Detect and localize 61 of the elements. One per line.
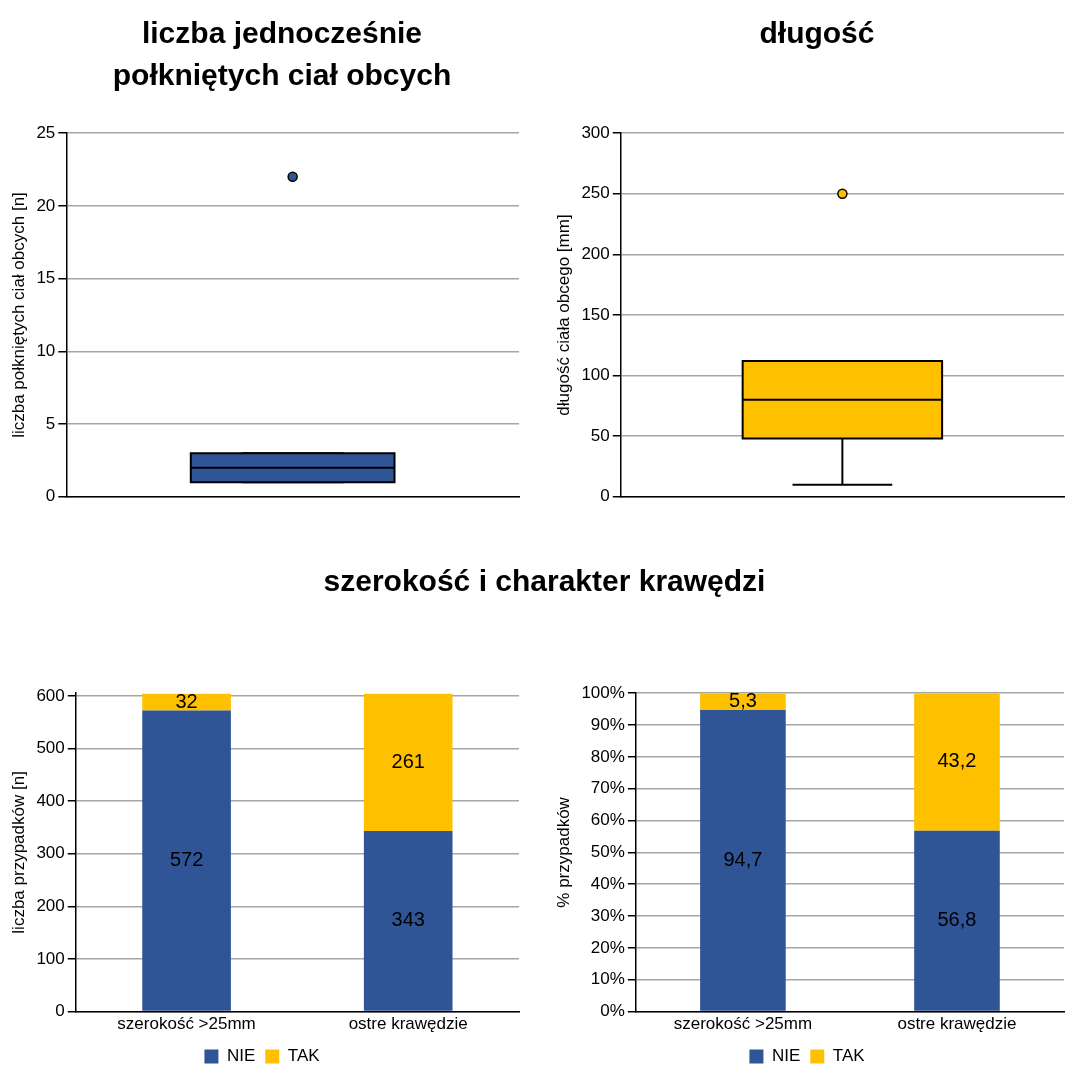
bar <box>142 710 231 1011</box>
bar <box>142 693 231 711</box>
x-tick-label: ostre krawędzie <box>897 1014 1017 1034</box>
bar <box>363 693 453 832</box>
y-tick-label: 40% <box>590 873 625 893</box>
y-tick-label: 15 <box>36 268 56 288</box>
bar <box>914 693 1000 831</box>
y-tick-label: 100 <box>36 948 65 968</box>
x-tick-label: szerokość >25mm <box>673 1014 813 1034</box>
y-tick-label: 300 <box>581 122 610 142</box>
y-tick-label: 100% <box>581 682 625 702</box>
y-axis-title: długość ciała obcego [mm] <box>553 214 573 416</box>
y-axis-title: % przypadków <box>553 796 573 908</box>
y-tick-label: 200 <box>581 244 610 264</box>
y-tick-label: 500 <box>36 738 65 758</box>
y-tick-label: 50% <box>590 842 625 862</box>
y-tick-label: 600 <box>36 685 65 705</box>
y-tick-label: 200 <box>36 896 65 916</box>
y-tick-label: 20 <box>36 195 56 215</box>
chart-title: liczba jednocześnie połkniętych ciał obcych <box>111 15 453 93</box>
y-tick-label: 0% <box>600 1001 625 1021</box>
y-tick-label: 90% <box>590 714 625 734</box>
y-tick-label: 70% <box>590 778 625 798</box>
y-axis-title: liczba połkniętych ciał obcych [n] <box>8 192 28 438</box>
y-tick-label: 5 <box>45 413 56 433</box>
data-label: 343 <box>391 908 425 931</box>
y-tick-label: 0 <box>600 486 610 506</box>
y-tick-label: 0 <box>45 486 56 506</box>
data-label: 5,3 <box>729 689 757 712</box>
data-label: 572 <box>169 848 204 871</box>
chart-title: długość <box>758 15 876 51</box>
data-label: 32 <box>175 689 198 712</box>
bar <box>700 710 786 1011</box>
data-label: 43,2 <box>937 749 977 772</box>
y-tick-label: 250 <box>581 183 610 203</box>
legend-label: NIE <box>226 1046 256 1066</box>
bar <box>363 831 453 1011</box>
y-tick-label: 25 <box>36 122 56 142</box>
x-tick-label: ostre krawędzie <box>348 1014 468 1034</box>
y-tick-label: 0 <box>55 1001 65 1021</box>
legend-label: TAK <box>287 1046 321 1066</box>
y-tick-label: 50 <box>590 425 610 445</box>
data-label: 56,8 <box>937 908 977 931</box>
bar <box>914 830 1000 1011</box>
y-tick-label: 10% <box>590 969 625 989</box>
chart-title: szerokość i charakter krawędzi <box>322 563 767 599</box>
y-tick-label: 30% <box>590 905 625 925</box>
x-tick-label: szerokość >25mm <box>117 1014 256 1034</box>
y-axis-title: liczba przypadków [n] <box>8 771 28 934</box>
y-tick-label: 150 <box>581 304 610 324</box>
legend-label: TAK <box>832 1046 866 1066</box>
y-tick-label: 80% <box>590 746 625 766</box>
data-label: 261 <box>391 749 425 772</box>
y-tick-label: 60% <box>590 810 625 830</box>
legend-label: NIE <box>771 1046 801 1066</box>
y-tick-label: 20% <box>590 937 625 957</box>
y-tick-label: 100 <box>581 365 610 385</box>
y-tick-label: 400 <box>36 790 65 810</box>
y-tick-label: 10 <box>36 341 56 361</box>
y-tick-label: 300 <box>36 843 65 863</box>
data-label: 94,7 <box>723 847 763 870</box>
